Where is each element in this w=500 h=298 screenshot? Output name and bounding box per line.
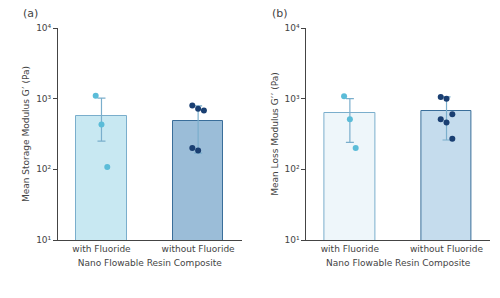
svg-text:Mean Loss Modulus G’’ (Pa): Mean Loss Modulus G’’ (Pa) [270, 72, 280, 196]
svg-text:10³: 10³ [36, 94, 51, 104]
svg-text:with Fluoride: with Fluoride [72, 244, 131, 254]
svg-text:10⁴: 10⁴ [285, 23, 300, 33]
svg-text:without Fluoride: without Fluoride [410, 244, 483, 254]
svg-text:without Fluoride: without Fluoride [162, 244, 235, 254]
svg-text:10¹: 10¹ [285, 235, 300, 245]
svg-text:10¹: 10¹ [36, 235, 51, 245]
svg-text:Mean Storage Modulus G’ (Pa): Mean Storage Modulus G’ (Pa) [21, 66, 31, 202]
svg-text:(b): (b) [272, 7, 288, 20]
svg-text:with Fluoride: with Fluoride [321, 244, 380, 254]
svg-text:10²: 10² [285, 164, 300, 174]
svg-text:10³: 10³ [285, 94, 300, 104]
svg-text:(a): (a) [23, 7, 38, 20]
svg-text:10²: 10² [36, 164, 51, 174]
svg-text:10⁴: 10⁴ [36, 23, 51, 33]
svg-text:Nano Flowable Resin Composite: Nano Flowable Resin Composite [326, 258, 471, 268]
svg-text:Nano Flowable Resin Composite: Nano Flowable Resin Composite [78, 258, 223, 268]
